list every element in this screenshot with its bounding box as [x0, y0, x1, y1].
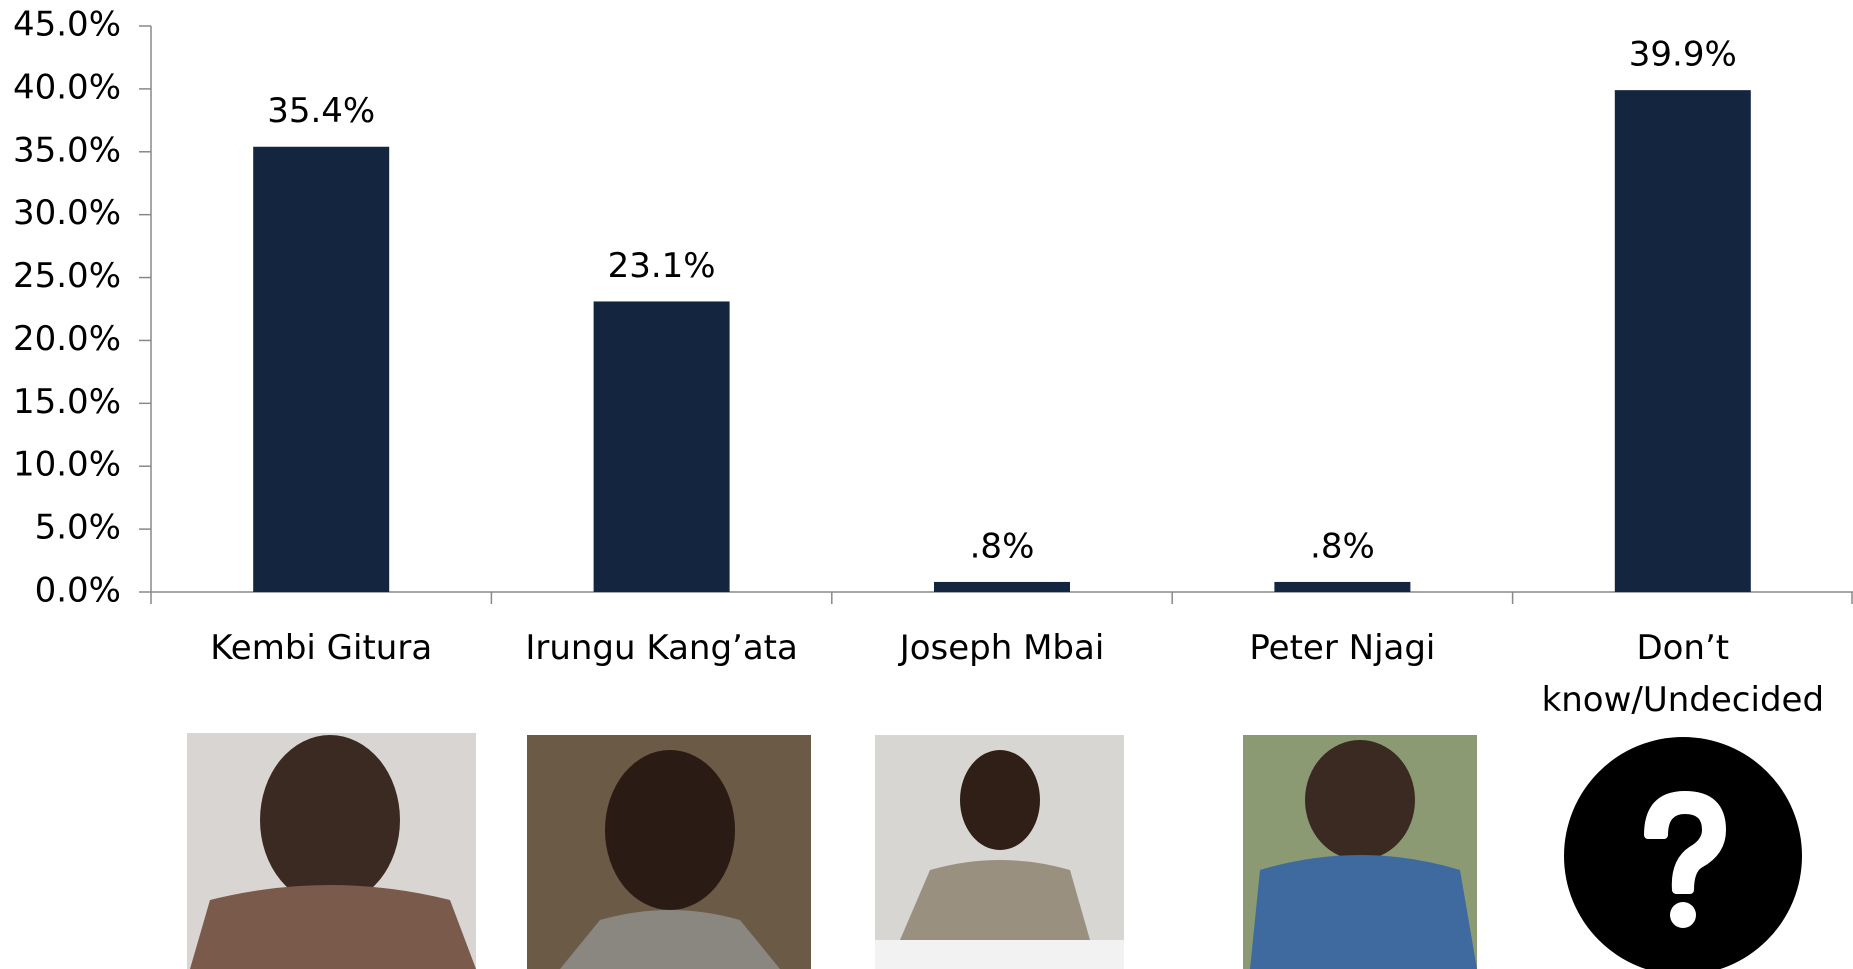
y-tick-label: 10.0% [13, 445, 121, 485]
photo-face [605, 750, 735, 910]
y-tick-label: 45.0% [13, 5, 121, 45]
photos [187, 733, 1477, 969]
bar [594, 301, 730, 592]
value-label: 23.1% [608, 246, 716, 286]
x-tick-label: Irungu Kang’ata [497, 622, 827, 674]
y-tick-label: 25.0% [13, 256, 121, 296]
value-label: 35.4% [267, 91, 375, 131]
x-tick-label: Joseph Mbai [837, 622, 1167, 674]
x-tick-label: Don’t know/Undecided [1538, 622, 1828, 726]
chart: 0.0% 5.0% 10.0% 15.0% 20.0% 25.0% 30.0% 35.0% 40… [0, 0, 1853, 969]
photo-face [1305, 740, 1415, 860]
bar [1615, 90, 1751, 592]
page: 0.0% 5.0% 10.0% 15.0% 20.0% 25.0% 30.0% 35.0% 40… [0, 0, 1853, 969]
y-tick-label: 20.0% [13, 319, 121, 359]
y-tick-label: 40.0% [13, 67, 121, 107]
bar [934, 582, 1070, 592]
x-tick-label: Kembi Gitura [156, 622, 486, 674]
photo-face [260, 735, 400, 905]
bar [1274, 582, 1410, 592]
photo-face [960, 750, 1040, 850]
value-label: 39.9% [1629, 35, 1737, 75]
photo-shirt [1250, 855, 1477, 969]
question-icon [1564, 737, 1802, 969]
y-tick-label: 15.0% [13, 382, 121, 422]
value-label: .8% [970, 526, 1035, 566]
y-tick-label: 5.0% [35, 508, 121, 548]
photo-desk [875, 940, 1124, 969]
bar [253, 147, 389, 592]
photo-suit [190, 885, 476, 969]
value-label: .8% [1310, 526, 1375, 566]
x-tick-label: Peter Njagi [1177, 622, 1507, 674]
y-tick-label: 30.0% [13, 193, 121, 233]
icon-dot [1670, 902, 1696, 928]
y-tick-label: 0.0% [35, 571, 121, 611]
y-tick-label: 35.0% [13, 130, 121, 170]
